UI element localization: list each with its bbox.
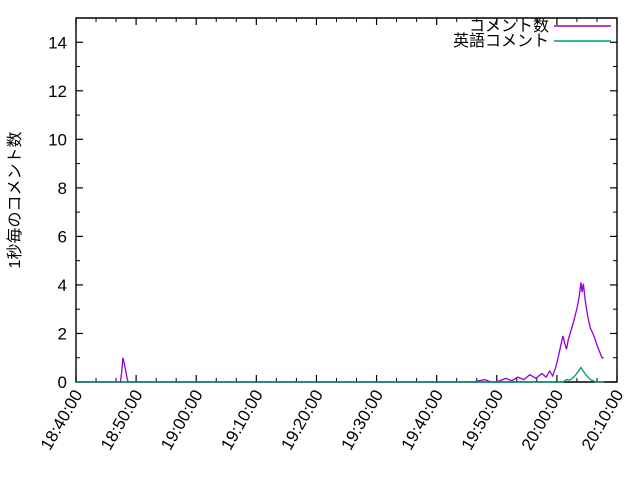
legend-label-0: コメント数 [469, 17, 549, 35]
y-tick-label: 0 [58, 373, 67, 392]
y-tick-label: 8 [58, 179, 67, 198]
y-tick-label: 2 [58, 324, 67, 343]
y-tick-label: 6 [58, 227, 67, 246]
y-tick-label: 10 [48, 130, 67, 149]
y-axis-ticks: 0 2 4 6 8 10 12 14 [48, 17, 617, 392]
y-tick-label: 4 [58, 276, 67, 295]
y-axis-title: 1秒毎のコメント数 [6, 132, 24, 269]
data-series-group [76, 282, 604, 383]
y-tick-label: 12 [48, 82, 67, 101]
y-tick-label: 14 [48, 33, 67, 52]
series-line-1 [76, 366, 604, 383]
legend-label-1: 英語コメント [453, 32, 549, 50]
